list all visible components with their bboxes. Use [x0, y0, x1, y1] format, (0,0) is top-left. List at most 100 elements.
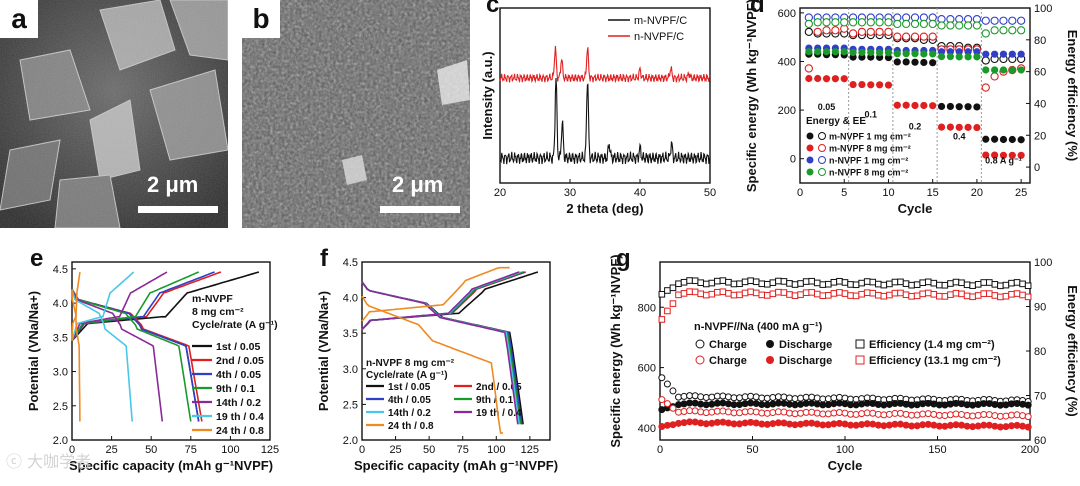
point-Charge 13.1 — [985, 411, 993, 419]
energy-point-m-NVPF 8 mg cm⁻² — [876, 81, 884, 89]
x-tick-label-f: 125 — [521, 444, 539, 456]
point-Efficiency 13.1 — [819, 292, 827, 300]
x-tick-label-e: 75 — [185, 444, 197, 456]
energy-point-m-NVPF 1 mg cm⁻² — [929, 59, 937, 67]
energy-point-m-NVPF 8 mg cm⁻² — [1017, 151, 1025, 159]
point-Efficiency 1.4 — [924, 278, 932, 286]
point-Efficiency 13.1 — [974, 292, 982, 299]
legend-label-efficiency: Efficiency (1.4 mg cm⁻²) — [869, 339, 995, 351]
point-Charge 13.1 — [974, 411, 982, 419]
point-Efficiency 1.4 — [1002, 281, 1010, 289]
point-Efficiency 13.1 — [908, 293, 915, 300]
charge-curve-19 th / 0.4 — [361, 271, 520, 331]
energy-point-n-NVPF 8 mg cm⁻² — [876, 49, 884, 57]
point-Charge 13.1 — [675, 408, 682, 416]
point-Efficiency 1.4 — [913, 281, 921, 288]
y2-tick-label-d: 40 — [1034, 98, 1046, 110]
point-Efficiency 1.4 — [869, 278, 877, 286]
point-Efficiency 13.1 — [1024, 293, 1032, 301]
point-Efficiency 1.4 — [841, 279, 849, 286]
point-Charge 13.1 — [924, 410, 932, 418]
ee-point-m-NVPF 8 mg cm⁻² — [822, 26, 831, 35]
discharge-curve-9th / 0.1 — [71, 288, 192, 422]
annotation-e: m-NVPF — [192, 293, 233, 305]
x-tick-label-c: 20 — [494, 187, 506, 199]
plot-frame-d — [799, 7, 1031, 184]
ee-point-m-NVPF 8 mg cm⁻² — [866, 27, 875, 37]
point-Charge 13.1 — [736, 409, 744, 417]
point-Efficiency 1.4 — [830, 278, 838, 286]
point-Charge 1.4 — [841, 394, 849, 402]
point-Efficiency 13.1 — [730, 291, 738, 299]
point-Discharge 1.4 — [885, 400, 893, 408]
energy-point-m-NVPF 8 mg cm⁻² — [911, 101, 919, 110]
y-tick-label-f: 3.0 — [343, 364, 358, 376]
ee-point-n-NVPF 8 mg cm⁻² — [972, 21, 982, 30]
point-Discharge 13.1 — [913, 422, 921, 430]
energy-point-n-NVPF 8 mg cm⁻² — [902, 50, 910, 58]
point-Charge 13.1 — [786, 409, 793, 417]
ee-point-n-NVPF 8 mg cm⁻² — [937, 21, 946, 30]
point-Charge 13.1 — [824, 410, 832, 418]
ee-point-n-NVPF 8 mg cm⁻² — [893, 19, 902, 29]
point-Efficiency 1.4 — [786, 280, 793, 287]
legend-label-14th / 0.2: 14th / 0.2 — [216, 397, 261, 409]
point-Efficiency 13.1 — [924, 289, 932, 297]
point-Efficiency 13.1 — [863, 289, 871, 296]
scale-bar-b — [380, 206, 460, 213]
energy-point-n-NVPF 1 mg cm⁻² — [999, 50, 1008, 58]
point-Discharge 1.4 — [969, 401, 977, 409]
ee-point-m-NVPF 8 mg cm⁻² — [831, 26, 840, 35]
y-tick-label-g: 400 — [638, 423, 656, 435]
point-Efficiency 13.1 — [1019, 291, 1026, 299]
ee-point-n-NVPF 1 mg cm⁻² — [981, 16, 990, 25]
energy-point-m-NVPF 8 mg cm⁻² — [822, 75, 831, 83]
ee-point-n-NVPF 8 mg cm⁻² — [910, 19, 920, 29]
sem-image-a: a 2 μm — [0, 0, 228, 228]
point-Discharge 1.4 — [708, 400, 716, 408]
point-Discharge 1.4 — [824, 401, 832, 409]
legend-label-charge: Charge — [709, 339, 747, 351]
legend-label-19 th / 0.4: 19 th / 0.4 — [216, 411, 264, 423]
energy-point-n-NVPF 8 mg cm⁻² — [1017, 66, 1025, 74]
point-Charge 1.4 — [719, 392, 727, 400]
point-Efficiency 1.4 — [875, 280, 882, 288]
point-Efficiency 13.1 — [702, 291, 710, 299]
point-Charge 13.1 — [835, 409, 843, 417]
point-Discharge 1.4 — [985, 400, 993, 408]
point-Efficiency 13.1 — [736, 291, 743, 299]
point-Efficiency 13.1 — [991, 292, 999, 299]
point-Efficiency 1.4 — [825, 280, 832, 288]
point-Efficiency 13.1 — [919, 290, 927, 298]
x-tick-label-f: 25 — [389, 444, 401, 456]
y-axis-label-d: Specific energy (Wh kg⁻¹NVPF) — [744, 0, 759, 192]
point-Efficiency 13.1 — [658, 316, 666, 323]
point-Efficiency 13.1 — [875, 291, 882, 299]
rate-label-d: 0.8 A g⁻¹ — [985, 156, 1022, 166]
plot-frame-f — [361, 261, 551, 441]
point-Efficiency 13.1 — [686, 288, 693, 295]
point-Discharge 1.4 — [880, 401, 888, 409]
y-tick-label-e: 3.0 — [53, 367, 68, 379]
ee-point-n-NVPF 8 mg cm⁻² — [813, 18, 822, 27]
x-tick-label-g: 50 — [746, 444, 758, 456]
legend-label-1st / 0.05: 1st / 0.05 — [388, 382, 431, 393]
annotation-e: 8 mg cm⁻² — [192, 306, 244, 318]
legend-label-4th / 0.05: 4th / 0.05 — [388, 395, 431, 406]
point-Efficiency 13.1 — [880, 292, 888, 300]
energy-point-n-NVPF 8 mg cm⁻² — [849, 48, 857, 57]
ee-point-n-NVPF 8 mg cm⁻² — [999, 26, 1008, 35]
point-Charge 13.1 — [946, 411, 954, 419]
panel-label-g: g — [616, 245, 631, 272]
energy-point-m-NVPF 8 mg cm⁻² — [964, 123, 972, 131]
energy-point-m-NVPF 1 mg cm⁻² — [937, 102, 946, 111]
point-Charge 13.1 — [680, 408, 688, 416]
point-Discharge 1.4 — [1019, 400, 1027, 408]
point-Charge 1.4 — [747, 392, 755, 400]
ee-point-n-NVPF 8 mg cm⁻² — [884, 18, 893, 27]
energy-point-n-NVPF 8 mg cm⁻² — [893, 50, 901, 58]
point-Efficiency 1.4 — [736, 280, 743, 288]
chart-c: 20 30 40 50 2 theta (deg) Intensity (a.u.) c m-… — [480, 0, 716, 216]
y-tick-label-f: 2.5 — [343, 399, 358, 411]
point-Discharge 13.1 — [813, 420, 821, 428]
